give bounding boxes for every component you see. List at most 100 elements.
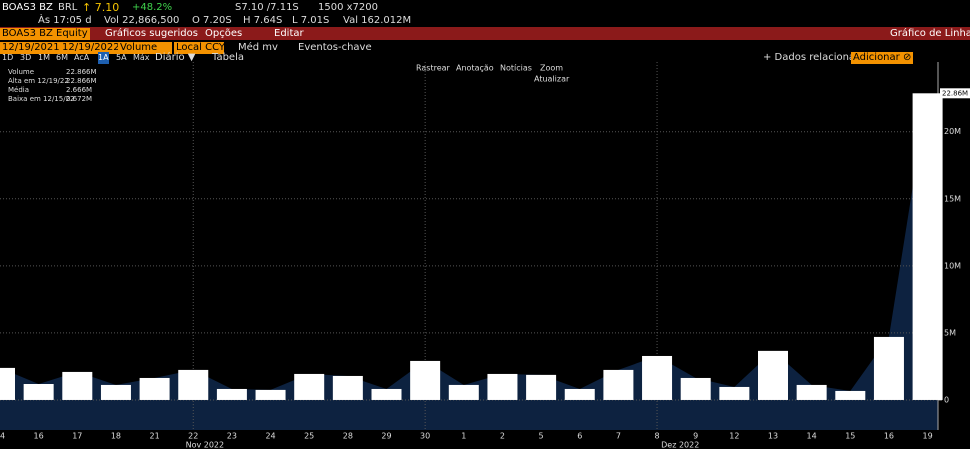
legend-value: 2.666M: [66, 86, 93, 94]
x-tick-label: 2: [500, 432, 505, 441]
y-tick-label: 15M: [944, 194, 961, 203]
open: O 7.20S: [192, 15, 232, 26]
bar: [62, 371, 93, 400]
change: +48.2%: [132, 2, 173, 13]
field[interactable]: Volume: [118, 42, 172, 54]
bar: [719, 386, 750, 400]
y-tick-label: 10M: [944, 261, 961, 270]
chart-kind: Gráfico de Linha: [890, 28, 970, 39]
bar: [603, 369, 634, 400]
period[interactable]: AcA: [74, 53, 90, 62]
bar: [680, 377, 711, 400]
x-tick-label: 24: [265, 432, 275, 441]
bar: [835, 390, 866, 400]
x-tick-label: 28: [343, 432, 353, 441]
events[interactable]: Eventos-chave: [298, 42, 372, 53]
period[interactable]: 3D: [20, 53, 32, 62]
legend-label: Alta em 12/19/22: [8, 77, 69, 85]
add[interactable]: Adicionar ⊘: [851, 52, 914, 64]
bar: [487, 373, 518, 400]
last-value-box: [940, 88, 970, 99]
period[interactable]: 1M: [38, 53, 50, 62]
time: Às 17:05 d: [38, 15, 92, 26]
bar: [796, 384, 827, 400]
bar: [564, 388, 595, 400]
legend-value: 0.672M: [66, 95, 93, 103]
period[interactable]: 1A: [98, 52, 109, 64]
x-tick-label: 16: [884, 432, 894, 441]
table[interactable]: Tabela: [212, 52, 244, 63]
x-tick-label: 15: [845, 432, 855, 441]
x-tick-label: 14: [807, 432, 817, 441]
related[interactable]: + Dados relacionados ▾: [763, 52, 881, 63]
edit-menu[interactable]: Editar: [274, 28, 304, 39]
suggested-menu[interactable]: Gráficos sugeridos: [105, 28, 198, 39]
end-date[interactable]: 12/19/2022: [60, 42, 122, 54]
x-tick-label: 17: [72, 432, 82, 441]
menu-bar: [0, 27, 970, 40]
y-tick-label: 5M: [944, 328, 956, 337]
x-tick-label: 29: [381, 432, 391, 441]
x-tick-label: 22: [188, 432, 198, 441]
zoom[interactable]: Zoom: [540, 64, 563, 73]
bar: [873, 336, 904, 400]
security[interactable]: BOAS3 BZ Equity: [0, 28, 90, 40]
x-tick-label: 8: [655, 432, 660, 441]
moving-avg[interactable]: Méd mv: [238, 42, 278, 53]
currency-select[interactable]: Local CCY: [174, 42, 225, 54]
legend-value: 22.866M: [66, 77, 97, 85]
bar: [448, 384, 479, 400]
options-menu[interactable]: Opções: [205, 28, 243, 39]
period[interactable]: Máx: [133, 53, 150, 62]
bar: [100, 384, 131, 400]
bar: [294, 373, 325, 400]
x-tick-label: 30: [420, 432, 430, 441]
x-tick-label: 21: [150, 432, 160, 441]
refresh[interactable]: Atualizar: [534, 75, 570, 84]
bar: [912, 93, 943, 400]
x-tick-label: 6: [577, 432, 582, 441]
x-tick-label: 23: [227, 432, 237, 441]
currency: BRL: [58, 2, 78, 13]
period[interactable]: 6M: [56, 53, 68, 62]
bar: [139, 377, 170, 400]
area: [0, 93, 928, 400]
x-tick-label: 5: [539, 432, 544, 441]
legend-value: 22.866M: [66, 68, 97, 76]
start-date[interactable]: 12/19/2021: [0, 42, 62, 54]
ticker: BOAS3 BZ: [2, 2, 53, 13]
x-tick-label: 16: [34, 432, 44, 441]
x-tick-label: 12: [729, 432, 739, 441]
last-value-label: 22.86M: [942, 89, 968, 97]
track[interactable]: Rastrear: [416, 64, 451, 73]
period[interactable]: 5A: [116, 53, 127, 62]
bar: [758, 350, 788, 400]
bid-ask: S7.10 /7.11S: [235, 2, 299, 13]
news[interactable]: Notícias: [500, 64, 532, 73]
bar: [642, 355, 673, 400]
y-tick-label: 0: [944, 395, 949, 404]
value: Val 162.012M: [343, 15, 412, 26]
annotate[interactable]: Anotação: [456, 64, 494, 73]
y-tick-label: 20M: [944, 127, 961, 136]
x-tick-label: 9: [693, 432, 698, 441]
legend-label: Volume: [8, 68, 35, 76]
x-tick-label: 19: [923, 432, 933, 441]
x-tick-label: 13: [768, 432, 778, 441]
bar: [178, 369, 209, 400]
x-tick-label: 25: [304, 432, 314, 441]
x-tick-label: 7: [616, 432, 621, 441]
bar: [526, 374, 557, 400]
month-label: Nov 2022: [186, 441, 225, 449]
legend-label: Média: [8, 86, 30, 94]
frequency[interactable]: Diário ▼: [155, 52, 196, 63]
low: L 7.01S: [292, 15, 330, 26]
x-tick-label: 1: [461, 432, 466, 441]
volume: Vol 22,866,500: [104, 15, 180, 26]
bar: [255, 389, 286, 400]
size: 1500 x7200: [318, 2, 378, 13]
bar: [332, 375, 363, 400]
period[interactable]: 1D: [2, 53, 14, 62]
